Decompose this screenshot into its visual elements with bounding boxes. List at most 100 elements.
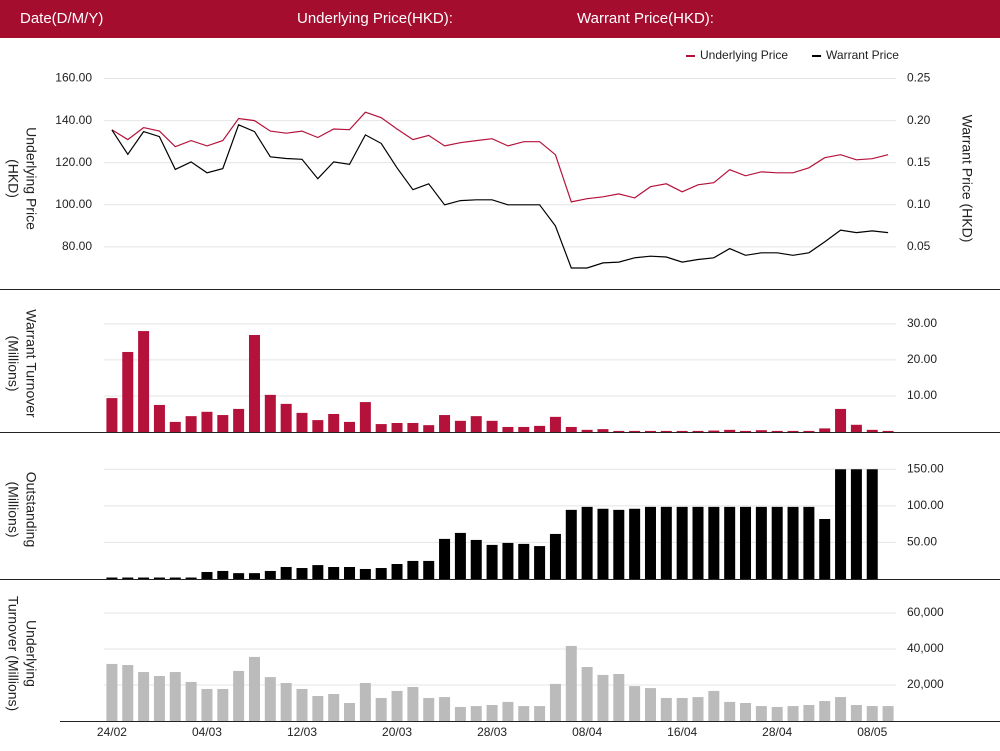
bar — [248, 335, 260, 432]
y-tick-label: 100.00 — [55, 197, 92, 211]
y-tick-label: 80.00 — [62, 239, 92, 253]
bar — [106, 663, 118, 721]
bar — [676, 506, 688, 579]
bar — [866, 706, 878, 721]
bar — [771, 506, 783, 579]
bar — [565, 426, 577, 432]
bar — [391, 690, 403, 721]
bar — [644, 430, 656, 432]
bar — [233, 670, 245, 721]
bar — [740, 703, 752, 721]
bar — [454, 532, 466, 579]
bar — [597, 508, 609, 579]
bar — [518, 543, 530, 579]
bar — [454, 420, 466, 432]
bar — [549, 533, 561, 579]
bar — [835, 408, 847, 432]
bar — [439, 415, 451, 432]
bar — [549, 416, 561, 432]
bar — [169, 672, 181, 721]
bar — [502, 542, 514, 579]
bar — [423, 560, 435, 579]
bar — [724, 429, 736, 432]
bar — [344, 567, 356, 579]
bar — [439, 538, 451, 579]
bar — [644, 688, 656, 721]
bar — [708, 690, 720, 721]
bar — [169, 577, 181, 579]
bar — [866, 429, 878, 432]
bar — [755, 706, 767, 721]
bar — [280, 567, 292, 579]
x-tick-label: 08/05 — [857, 725, 887, 739]
bar — [470, 706, 482, 721]
bar — [787, 706, 799, 721]
y-tick-label: 150.00 — [907, 461, 944, 475]
bar — [296, 568, 308, 579]
bar — [755, 430, 767, 432]
y-tick-label: 10.00 — [907, 388, 937, 402]
bar — [201, 571, 213, 579]
bar — [724, 506, 736, 579]
bar — [534, 546, 546, 579]
axis-title: (HKD) — [5, 159, 21, 198]
bar — [106, 398, 118, 432]
bar — [629, 508, 641, 579]
y-tick-label: 60,000 — [907, 605, 944, 619]
axis-title: Outstanding — [23, 472, 39, 548]
bar — [882, 430, 894, 432]
bar — [660, 697, 672, 721]
bar — [185, 681, 197, 721]
x-tick-label: 16/04 — [667, 725, 697, 739]
y-tick-label: 140.00 — [55, 113, 92, 127]
bar — [787, 430, 799, 432]
axis-title: Turnover (Millions) — [5, 596, 21, 711]
bar — [217, 415, 229, 432]
bar — [724, 701, 736, 721]
bar — [264, 570, 276, 579]
bar — [850, 469, 862, 579]
bar — [613, 674, 625, 721]
bar — [803, 704, 815, 721]
bar — [153, 404, 165, 432]
header-field: Warrant Price(HKD): — [577, 10, 714, 27]
bar — [660, 506, 672, 579]
bar — [201, 688, 213, 721]
bar — [138, 331, 150, 432]
y-tick-label: 0.25 — [907, 71, 931, 85]
bar — [866, 469, 878, 579]
bar — [534, 706, 546, 721]
x-tick-label: 24/02 — [97, 725, 127, 739]
x-tick-label: 28/03 — [477, 725, 507, 739]
bar — [153, 676, 165, 721]
y-tick-label: 20.00 — [907, 352, 937, 366]
bar — [248, 573, 260, 579]
y-tick-label: 120.00 — [55, 155, 92, 169]
bar — [518, 706, 530, 721]
header-field: Underlying Price(HKD): — [297, 10, 453, 27]
bar — [771, 706, 783, 721]
bar — [407, 686, 419, 721]
bar — [835, 697, 847, 721]
bar — [692, 697, 704, 721]
bar — [391, 564, 403, 579]
bar — [819, 519, 831, 579]
bar — [692, 506, 704, 579]
bar — [122, 665, 134, 721]
y-tick-label: 0.10 — [907, 197, 931, 211]
series-line — [111, 111, 889, 203]
bar — [138, 577, 150, 579]
series-line — [111, 123, 889, 269]
bar — [264, 677, 276, 721]
bar — [502, 426, 514, 432]
bar — [312, 565, 324, 579]
bar — [629, 430, 641, 432]
bar — [344, 421, 356, 432]
x-tick-label: 04/03 — [192, 725, 222, 739]
bar — [201, 411, 213, 432]
bar — [280, 403, 292, 432]
bar — [344, 703, 356, 721]
bar — [708, 506, 720, 579]
x-tick-label: 12/03 — [287, 725, 317, 739]
